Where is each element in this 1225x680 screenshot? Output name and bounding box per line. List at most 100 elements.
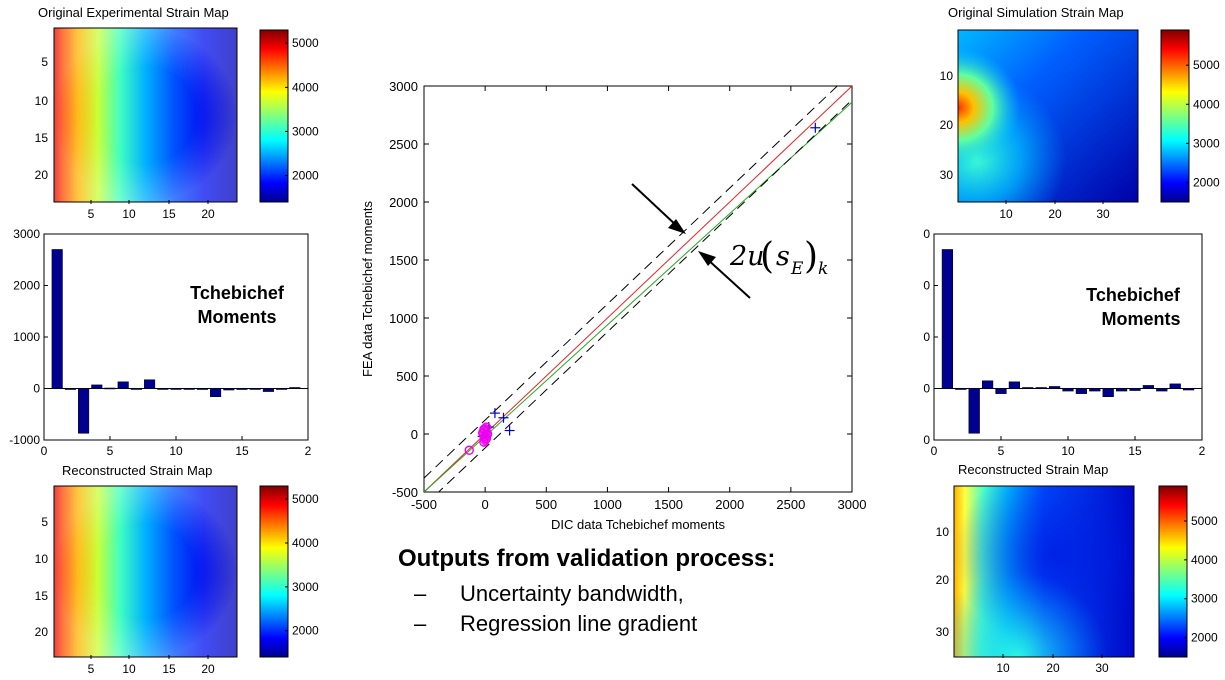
x-tick-label: 20 bbox=[1046, 661, 1060, 675]
bar bbox=[1142, 385, 1155, 389]
colorbar-tick-label: 4000 bbox=[1193, 97, 1220, 111]
colorbar-tick-label: 4000 bbox=[1191, 553, 1218, 567]
regression-line bbox=[424, 101, 852, 492]
bar bbox=[1022, 387, 1034, 389]
bar bbox=[995, 388, 1007, 394]
y-tick-label: -500 bbox=[392, 485, 418, 500]
y-tick-label: 1000 bbox=[389, 311, 418, 326]
plus-point bbox=[489, 408, 500, 419]
y-axis-label: FEA data Tchebichef moments bbox=[360, 200, 375, 377]
bar bbox=[1062, 388, 1074, 392]
bar bbox=[1169, 383, 1181, 389]
x-tick-label: 20 bbox=[1048, 207, 1062, 221]
x-tick-label: 0 bbox=[482, 497, 489, 512]
bar bbox=[223, 388, 235, 391]
y-tick-label: 20 bbox=[35, 625, 49, 639]
y-tick-label: 0 bbox=[411, 427, 418, 442]
y-tick-label: -1000 bbox=[9, 433, 40, 447]
colorbar-tick-label: 4000 bbox=[292, 536, 319, 550]
x-tick-label: 10 bbox=[996, 661, 1010, 675]
exp-colorbar bbox=[259, 29, 289, 203]
x-tick-label: 10 bbox=[169, 444, 183, 458]
svg-text:k: k bbox=[818, 259, 828, 279]
outputs-item-bandwidth: – Uncertainty bandwidth, bbox=[414, 581, 858, 607]
x-tick-label: 15 bbox=[1128, 444, 1142, 458]
outputs-box: Outputs from validation process: – Uncert… bbox=[398, 545, 858, 641]
sim-recon-heatmap bbox=[953, 485, 1135, 658]
x-tick-label: 2 bbox=[1199, 444, 1206, 458]
bar bbox=[1102, 388, 1114, 397]
x-tick-label: 0 bbox=[41, 444, 48, 458]
bar bbox=[78, 388, 90, 434]
bar bbox=[51, 249, 63, 389]
bar bbox=[117, 381, 129, 389]
x-tick-label: 5 bbox=[998, 444, 1005, 458]
y-tick-label: 0 bbox=[33, 382, 40, 396]
sim-strain-title: Original Simulation Strain Map bbox=[948, 5, 1124, 20]
bar bbox=[955, 388, 967, 390]
y-tick-label: 5 bbox=[41, 55, 48, 69]
y-tick-label: 0 bbox=[923, 330, 930, 344]
lower-bound-line bbox=[437, 99, 852, 492]
svg-text:E: E bbox=[790, 259, 804, 279]
exp-recon-heatmap bbox=[53, 485, 238, 658]
circle-point bbox=[464, 445, 474, 455]
y-tick-label: 3000 bbox=[13, 227, 40, 241]
outputs-title: Outputs from validation process: bbox=[398, 545, 776, 572]
y-tick-label: 1000 bbox=[13, 330, 40, 344]
exp-moments-label-line1: Tchebichef bbox=[190, 283, 285, 303]
bar bbox=[1008, 381, 1021, 389]
bar bbox=[1048, 386, 1061, 389]
x-tick-label: 15 bbox=[162, 207, 176, 221]
x-tick-label: 0 bbox=[931, 444, 938, 458]
x-tick-label: 1500 bbox=[654, 497, 683, 512]
y-tick-label: 10 bbox=[940, 69, 954, 83]
colorbar-tick-label: 3000 bbox=[292, 124, 319, 138]
bar bbox=[1089, 388, 1101, 392]
y-tick-label: 0 bbox=[923, 382, 930, 396]
sim-moments-label-line2: Moments bbox=[1101, 309, 1180, 329]
bar bbox=[1035, 387, 1047, 389]
bar bbox=[157, 388, 169, 390]
bar bbox=[968, 388, 980, 434]
bullet-dash: – bbox=[414, 581, 427, 606]
x-tick-label: 5 bbox=[88, 207, 95, 221]
y-tick-label: 20 bbox=[35, 168, 49, 182]
y-tick-label: 30 bbox=[936, 625, 950, 639]
x-tick-label: 30 bbox=[1095, 661, 1109, 675]
bullet-dash: – bbox=[414, 611, 427, 636]
y-tick-label: 5 bbox=[41, 515, 48, 529]
svg-text:s: s bbox=[776, 241, 790, 272]
bar bbox=[262, 388, 274, 392]
y-tick-label: 2500 bbox=[389, 137, 418, 152]
svg-text:(: ( bbox=[760, 236, 774, 277]
bandwidth-arrow-upper bbox=[631, 183, 686, 234]
bar bbox=[91, 384, 103, 389]
exp-strain-heatmap bbox=[53, 27, 238, 203]
x-tick-label: 10 bbox=[1061, 444, 1075, 458]
y-tick-label: 0 bbox=[923, 227, 930, 241]
outputs-item-gradient: – Regression line gradient bbox=[414, 611, 858, 637]
x-tick-label: 2500 bbox=[776, 497, 805, 512]
y-tick-label: 10 bbox=[35, 552, 49, 566]
x-tick-label: 500 bbox=[535, 497, 557, 512]
colorbar-tick-label: 2000 bbox=[292, 169, 319, 183]
y-tick-label: 20 bbox=[940, 118, 954, 132]
bar bbox=[104, 387, 116, 390]
colorbar-tick-label: 5000 bbox=[292, 36, 319, 50]
exp-recon-colorbar bbox=[259, 485, 289, 658]
exp-moments-label-line2: Moments bbox=[197, 307, 276, 327]
plus-point bbox=[504, 425, 515, 436]
colorbar-tick-label: 3000 bbox=[1191, 592, 1218, 606]
outputs-item-text: Uncertainty bandwidth, bbox=[460, 581, 684, 606]
colorbar-tick-label: 2000 bbox=[292, 624, 319, 638]
bar bbox=[64, 388, 76, 390]
bar bbox=[981, 380, 994, 389]
bar bbox=[249, 388, 261, 390]
sim-strain-heatmap bbox=[957, 29, 1139, 203]
y-tick-label: 0 bbox=[923, 433, 930, 447]
sim-colorbar bbox=[1160, 29, 1190, 203]
y-tick-label: 0 bbox=[923, 279, 930, 293]
y-tick-label: 15 bbox=[35, 589, 49, 603]
